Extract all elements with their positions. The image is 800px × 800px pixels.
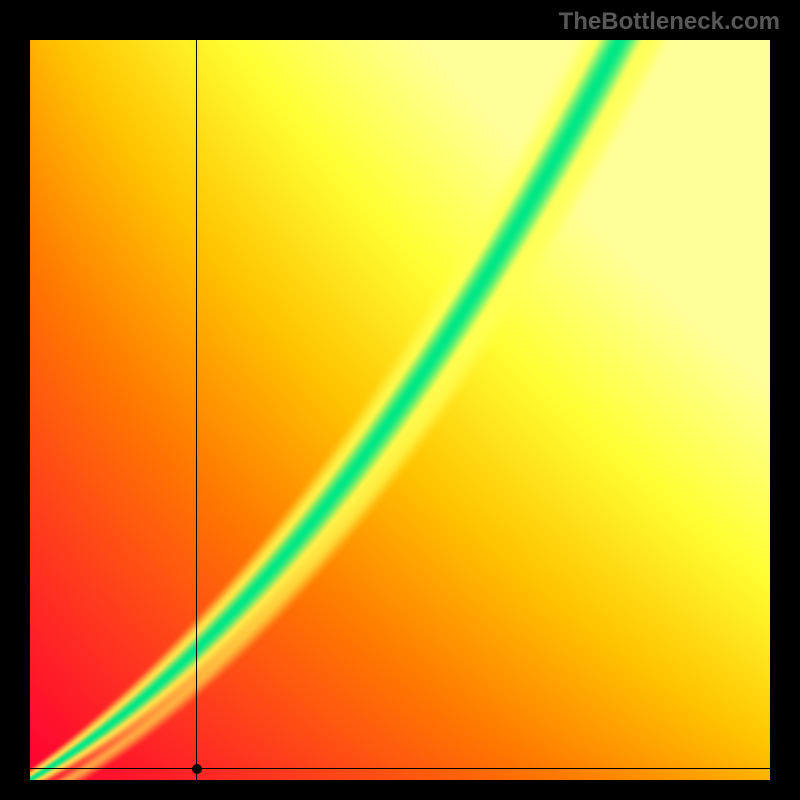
crosshair-marker-dot	[192, 764, 202, 774]
chart-container: TheBottleneck.com	[0, 0, 800, 800]
crosshair-horizontal-line	[30, 768, 770, 769]
crosshair-vertical-line	[196, 40, 197, 780]
watermark-text: TheBottleneck.com	[559, 8, 780, 36]
heatmap-plot	[30, 40, 770, 780]
